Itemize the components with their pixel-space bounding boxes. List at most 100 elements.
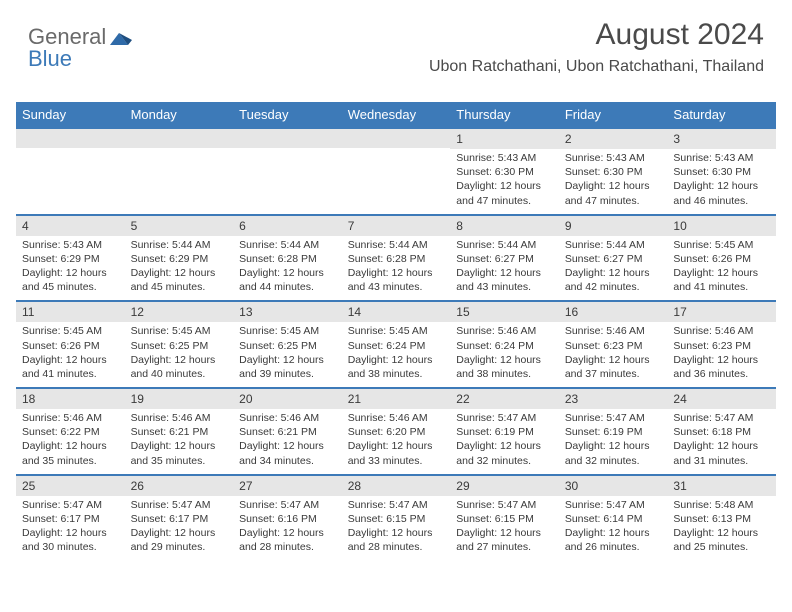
day-number: 14 — [342, 302, 451, 322]
day-body: Sunrise: 5:46 AMSunset: 6:23 PMDaylight:… — [667, 322, 776, 387]
day-body: Sunrise: 5:48 AMSunset: 6:13 PMDaylight:… — [667, 496, 776, 561]
daylight-text: Daylight: 12 hours and 29 minutes. — [131, 526, 228, 554]
sunset-text: Sunset: 6:20 PM — [348, 425, 445, 439]
day-cell: 17Sunrise: 5:46 AMSunset: 6:23 PMDayligh… — [667, 302, 776, 387]
day-cell: 16Sunrise: 5:46 AMSunset: 6:23 PMDayligh… — [559, 302, 668, 387]
sunset-text: Sunset: 6:19 PM — [565, 425, 662, 439]
day-body: Sunrise: 5:46 AMSunset: 6:23 PMDaylight:… — [559, 322, 668, 387]
sunrise-text: Sunrise: 5:44 AM — [348, 238, 445, 252]
calendar: Sunday Monday Tuesday Wednesday Thursday… — [16, 102, 776, 560]
day-cell: 27Sunrise: 5:47 AMSunset: 6:16 PMDayligh… — [233, 476, 342, 561]
day-body: Sunrise: 5:47 AMSunset: 6:17 PMDaylight:… — [125, 496, 234, 561]
sunset-text: Sunset: 6:27 PM — [456, 252, 553, 266]
day-cell: 10Sunrise: 5:45 AMSunset: 6:26 PMDayligh… — [667, 216, 776, 301]
day-number: 28 — [342, 476, 451, 496]
day-cell: 11Sunrise: 5:45 AMSunset: 6:26 PMDayligh… — [16, 302, 125, 387]
day-number: 6 — [233, 216, 342, 236]
daylight-text: Daylight: 12 hours and 36 minutes. — [673, 353, 770, 381]
day-body: Sunrise: 5:43 AMSunset: 6:30 PMDaylight:… — [559, 149, 668, 214]
day-cell — [342, 129, 451, 214]
sunset-text: Sunset: 6:28 PM — [239, 252, 336, 266]
sunset-text: Sunset: 6:22 PM — [22, 425, 119, 439]
day-number: 5 — [125, 216, 234, 236]
logo-mark-icon — [110, 29, 132, 45]
day-number — [233, 129, 342, 148]
daylight-text: Daylight: 12 hours and 40 minutes. — [131, 353, 228, 381]
day-number: 19 — [125, 389, 234, 409]
sunrise-text: Sunrise: 5:47 AM — [239, 498, 336, 512]
sunset-text: Sunset: 6:17 PM — [22, 512, 119, 526]
day-body: Sunrise: 5:45 AMSunset: 6:25 PMDaylight:… — [125, 322, 234, 387]
sunrise-text: Sunrise: 5:46 AM — [239, 411, 336, 425]
day-cell — [233, 129, 342, 214]
daylight-text: Daylight: 12 hours and 33 minutes. — [348, 439, 445, 467]
sunrise-text: Sunrise: 5:46 AM — [565, 324, 662, 338]
day-cell: 24Sunrise: 5:47 AMSunset: 6:18 PMDayligh… — [667, 389, 776, 474]
daylight-text: Daylight: 12 hours and 27 minutes. — [456, 526, 553, 554]
day-number: 15 — [450, 302, 559, 322]
day-cell: 9Sunrise: 5:44 AMSunset: 6:27 PMDaylight… — [559, 216, 668, 301]
day-cell — [16, 129, 125, 214]
day-number: 29 — [450, 476, 559, 496]
day-cell: 31Sunrise: 5:48 AMSunset: 6:13 PMDayligh… — [667, 476, 776, 561]
day-number: 7 — [342, 216, 451, 236]
sunrise-text: Sunrise: 5:46 AM — [131, 411, 228, 425]
sunrise-text: Sunrise: 5:47 AM — [348, 498, 445, 512]
day-body: Sunrise: 5:47 AMSunset: 6:16 PMDaylight:… — [233, 496, 342, 561]
sunrise-text: Sunrise: 5:43 AM — [565, 151, 662, 165]
day-body: Sunrise: 5:44 AMSunset: 6:27 PMDaylight:… — [559, 236, 668, 301]
day-cell: 18Sunrise: 5:46 AMSunset: 6:22 PMDayligh… — [16, 389, 125, 474]
daylight-text: Daylight: 12 hours and 42 minutes. — [565, 266, 662, 294]
day-body: Sunrise: 5:46 AMSunset: 6:22 PMDaylight:… — [16, 409, 125, 474]
sunset-text: Sunset: 6:26 PM — [22, 339, 119, 353]
sunset-text: Sunset: 6:21 PM — [239, 425, 336, 439]
sunrise-text: Sunrise: 5:47 AM — [565, 498, 662, 512]
day-cell: 12Sunrise: 5:45 AMSunset: 6:25 PMDayligh… — [125, 302, 234, 387]
day-header: Wednesday — [342, 102, 451, 127]
day-cell: 8Sunrise: 5:44 AMSunset: 6:27 PMDaylight… — [450, 216, 559, 301]
sunset-text: Sunset: 6:23 PM — [565, 339, 662, 353]
day-cell: 2Sunrise: 5:43 AMSunset: 6:30 PMDaylight… — [559, 129, 668, 214]
day-header: Saturday — [667, 102, 776, 127]
daylight-text: Daylight: 12 hours and 38 minutes. — [348, 353, 445, 381]
day-body: Sunrise: 5:47 AMSunset: 6:14 PMDaylight:… — [559, 496, 668, 561]
day-cell: 23Sunrise: 5:47 AMSunset: 6:19 PMDayligh… — [559, 389, 668, 474]
day-number: 22 — [450, 389, 559, 409]
day-body — [342, 148, 451, 204]
day-number: 9 — [559, 216, 668, 236]
day-body: Sunrise: 5:47 AMSunset: 6:18 PMDaylight:… — [667, 409, 776, 474]
day-body: Sunrise: 5:46 AMSunset: 6:21 PMDaylight:… — [233, 409, 342, 474]
sunset-text: Sunset: 6:28 PM — [348, 252, 445, 266]
day-body: Sunrise: 5:45 AMSunset: 6:24 PMDaylight:… — [342, 322, 451, 387]
daylight-text: Daylight: 12 hours and 30 minutes. — [22, 526, 119, 554]
sunset-text: Sunset: 6:25 PM — [131, 339, 228, 353]
day-cell: 19Sunrise: 5:46 AMSunset: 6:21 PMDayligh… — [125, 389, 234, 474]
day-number: 3 — [667, 129, 776, 149]
day-cell: 29Sunrise: 5:47 AMSunset: 6:15 PMDayligh… — [450, 476, 559, 561]
day-body: Sunrise: 5:43 AMSunset: 6:30 PMDaylight:… — [667, 149, 776, 214]
sunset-text: Sunset: 6:29 PM — [22, 252, 119, 266]
sunrise-text: Sunrise: 5:47 AM — [565, 411, 662, 425]
sunrise-text: Sunrise: 5:44 AM — [239, 238, 336, 252]
day-body: Sunrise: 5:47 AMSunset: 6:19 PMDaylight:… — [450, 409, 559, 474]
sunset-text: Sunset: 6:26 PM — [673, 252, 770, 266]
day-header: Friday — [559, 102, 668, 127]
daylight-text: Daylight: 12 hours and 45 minutes. — [22, 266, 119, 294]
week-row: 1Sunrise: 5:43 AMSunset: 6:30 PMDaylight… — [16, 127, 776, 214]
daylight-text: Daylight: 12 hours and 46 minutes. — [673, 179, 770, 207]
sunrise-text: Sunrise: 5:47 AM — [673, 411, 770, 425]
daylight-text: Daylight: 12 hours and 41 minutes. — [673, 266, 770, 294]
day-body: Sunrise: 5:46 AMSunset: 6:20 PMDaylight:… — [342, 409, 451, 474]
day-body — [16, 148, 125, 204]
sunrise-text: Sunrise: 5:47 AM — [22, 498, 119, 512]
sunset-text: Sunset: 6:30 PM — [673, 165, 770, 179]
sunset-text: Sunset: 6:24 PM — [348, 339, 445, 353]
sunrise-text: Sunrise: 5:48 AM — [673, 498, 770, 512]
day-number: 27 — [233, 476, 342, 496]
day-body: Sunrise: 5:47 AMSunset: 6:17 PMDaylight:… — [16, 496, 125, 561]
daylight-text: Daylight: 12 hours and 43 minutes. — [456, 266, 553, 294]
daylight-text: Daylight: 12 hours and 47 minutes. — [456, 179, 553, 207]
sunset-text: Sunset: 6:29 PM — [131, 252, 228, 266]
day-number: 25 — [16, 476, 125, 496]
sunrise-text: Sunrise: 5:47 AM — [456, 411, 553, 425]
